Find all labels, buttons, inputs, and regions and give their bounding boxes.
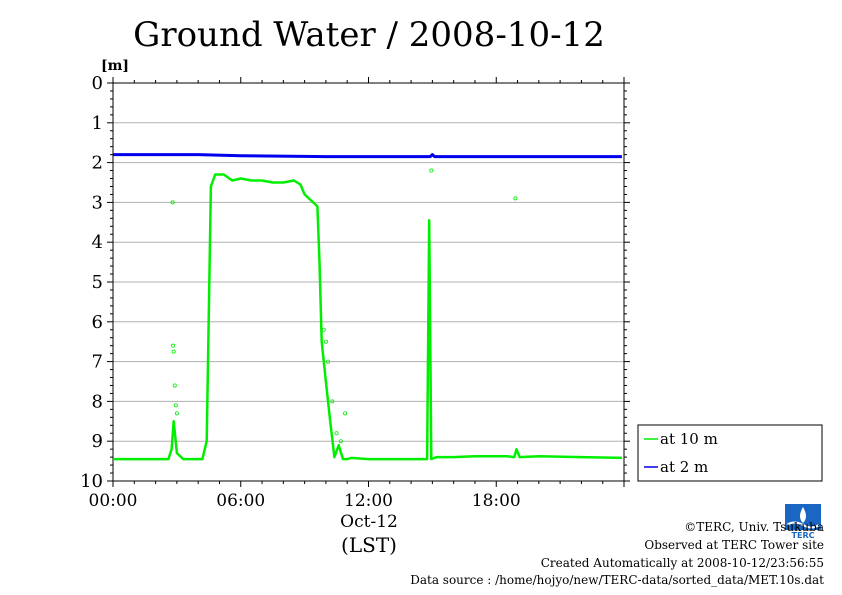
x-ticks: 00:00 06:00 12:00 18:00 — [89, 77, 625, 511]
scatter-point — [330, 399, 335, 404]
x-tick-label: 06:00 — [216, 491, 265, 511]
scatter-point — [429, 168, 434, 173]
grid-lines — [113, 122, 624, 442]
legend-label-10m: at 10 m — [660, 430, 718, 448]
scatter-point — [323, 339, 328, 344]
y-tick-label: 9 — [92, 431, 103, 452]
legend-box — [637, 424, 823, 482]
series-line-0 — [113, 173, 622, 461]
x-date-label: Oct-12 — [340, 512, 398, 532]
scatter-point — [334, 431, 339, 436]
y-tick-label: 2 — [92, 153, 103, 174]
x-tick-label: 12:00 — [344, 491, 393, 511]
y-tick-label: 0 — [92, 73, 103, 94]
y-tick-label: 8 — [92, 391, 103, 412]
scatter-point — [173, 403, 178, 408]
scatter-point — [171, 343, 176, 348]
x-tick-label: 18:00 — [472, 491, 521, 511]
terc-logo: TERC — [784, 503, 822, 540]
scatter-points — [170, 168, 518, 444]
legend: at 10 m at 2 m — [637, 424, 823, 482]
y-tick-label: 5 — [92, 272, 103, 293]
y-tick-label: 3 — [92, 192, 103, 213]
footer-copyright: ©TERC, Univ. Tsukuba — [684, 520, 824, 534]
scatter-point — [170, 200, 175, 205]
x-axis-label: (LST) — [341, 533, 397, 557]
y-tick-label: 10 — [80, 471, 103, 492]
scatter-point — [326, 359, 331, 364]
footer-site: Observed at TERC Tower site — [644, 538, 824, 552]
y-axis-label: [m] — [101, 58, 129, 74]
y-tick-label: 1 — [92, 113, 103, 134]
footer-source: Data source : /home/hojyo/new/TERC-data/… — [410, 573, 824, 587]
scatter-point — [321, 327, 326, 332]
y-ticks: 0 1 2 3 4 5 6 7 8 9 10 — [80, 73, 630, 492]
x-tick-label: 00:00 — [89, 491, 138, 511]
y-tick-label: 4 — [92, 232, 103, 253]
y-tick-label: 7 — [92, 352, 103, 373]
legend-label-2m: at 2 m — [660, 458, 708, 476]
scatter-point — [513, 196, 518, 201]
y-tick-label: 6 — [92, 312, 103, 333]
chart-title: Ground Water / 2008-10-12 — [133, 15, 605, 55]
scatter-point — [338, 439, 343, 444]
scatter-point — [174, 411, 179, 416]
series-line-1 — [113, 153, 622, 159]
scatter-point — [171, 349, 176, 354]
footer-created: Created Automatically at 2008-10-12/23:5… — [540, 556, 824, 570]
scatter-point — [343, 411, 348, 416]
scatter-point — [172, 383, 177, 388]
logo-text: TERC — [792, 531, 815, 539]
series-lines — [113, 153, 622, 461]
